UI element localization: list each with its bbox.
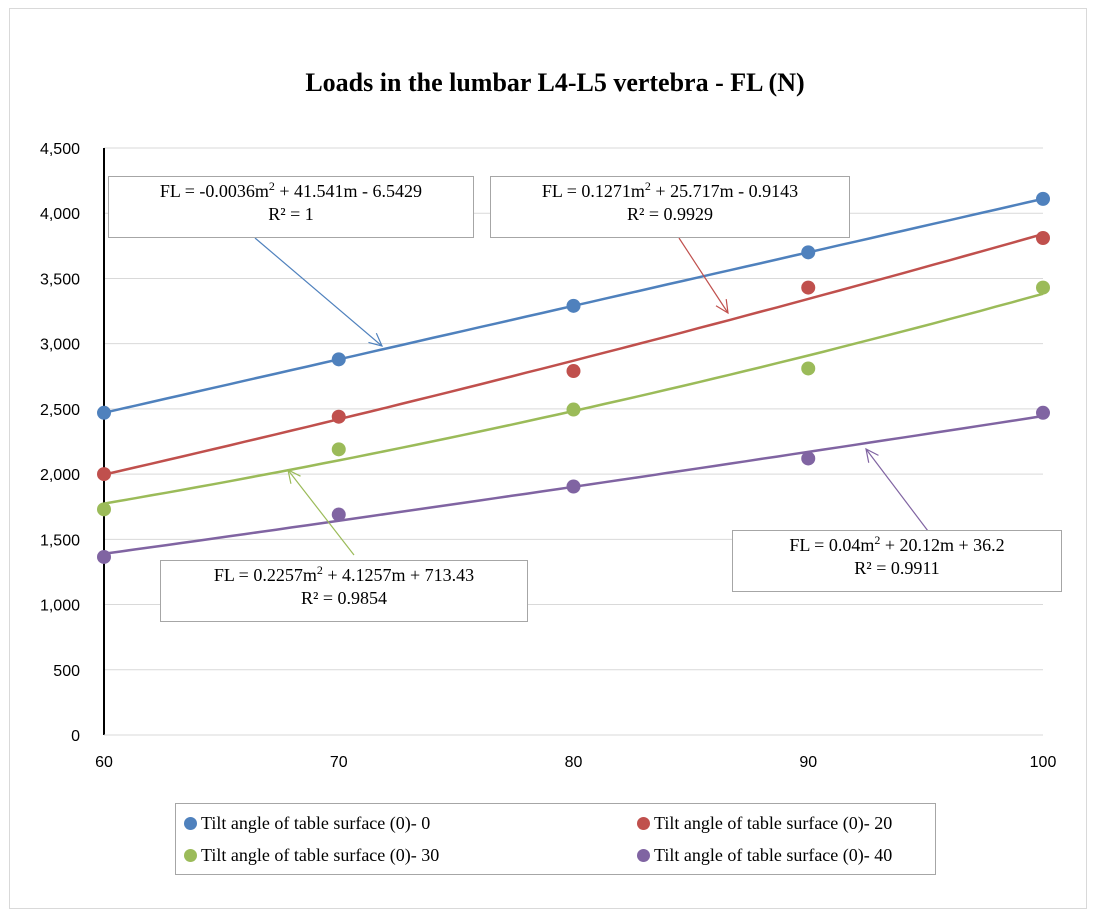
y-tick-label: 1,500 (40, 532, 80, 549)
y-tick-label: 0 (71, 728, 80, 745)
equation-box-series-3: FL = 0.04m2 + 20.12m + 36.2 R² = 0.9911 (732, 530, 1062, 592)
equation-rhs: + 25.717m - 0.9143 (650, 181, 799, 201)
legend-label: Tilt angle of table surface (0)- 30 (201, 845, 440, 865)
callout-arrow-line (254, 237, 383, 347)
legend-marker-icon (637, 817, 650, 830)
x-tick-label: 60 (95, 754, 113, 771)
data-point-series-3 (801, 451, 816, 466)
legend-marker-icon (184, 817, 197, 830)
data-point-series-2 (97, 502, 111, 517)
data-point-series-1 (97, 467, 111, 482)
data-point-series-1 (566, 364, 581, 379)
data-point-series-3 (566, 479, 581, 494)
equation-r2: R² = 0.9854 (300, 588, 388, 608)
legend-marker-icon (184, 849, 197, 862)
trendline-series-1 (103, 232, 1044, 476)
legend-item-series-3[interactable]: Tilt angle of table surface (0)- 40 (637, 845, 892, 866)
callout-arrow-icon (865, 447, 879, 463)
data-point-series-3 (97, 549, 111, 564)
equation-box-series-1: FL = 0.1271m2 + 25.717m - 0.9143 R² = 0.… (490, 176, 850, 238)
callout-arrow-icon (368, 332, 384, 347)
equation-rhs: + 41.541m - 6.5429 (274, 181, 423, 201)
legend-item-series-1[interactable]: Tilt angle of table surface (0)- 20 (637, 813, 892, 834)
equation-r2: R² = 0.9929 (626, 204, 714, 224)
equation-box-series-2: FL = 0.2257m2 + 4.1257m + 713.43 R² = 0.… (160, 560, 528, 622)
x-tick-label: 90 (799, 754, 817, 771)
callout-arrow-icon (715, 299, 729, 315)
x-tick-label: 70 (330, 754, 348, 771)
data-point-series-0 (801, 245, 816, 260)
equation-exponent: 2 (644, 179, 651, 193)
y-tick-label: 1,000 (40, 598, 80, 615)
data-point-series-1 (801, 280, 816, 295)
x-tick-label: 80 (565, 754, 583, 771)
data-point-series-0 (331, 352, 346, 367)
data-point-series-2 (801, 361, 816, 376)
data-point-series-1 (1036, 231, 1050, 246)
y-tick-label: 4,500 (40, 141, 80, 158)
equation-r2: R² = 0.9911 (854, 558, 940, 578)
equation-lhs: FL = 0.04m (789, 535, 875, 555)
equation-rhs: + 20.12m + 36.2 (880, 535, 1005, 555)
legend-label: Tilt angle of table surface (0)- 0 (201, 813, 431, 833)
data-point-series-2 (331, 442, 346, 457)
y-tick-label: 3,000 (40, 337, 80, 354)
callout-arrow-line (287, 469, 355, 556)
data-point-series-2 (1036, 280, 1050, 295)
y-tick-label: 2,500 (40, 402, 80, 419)
equation-exponent: 2 (874, 533, 881, 547)
data-point-series-1 (331, 409, 346, 424)
equation-exponent: 2 (316, 563, 323, 577)
trendline-series-2 (103, 292, 1044, 505)
data-point-series-2 (566, 402, 581, 417)
equation-r2: R² = 1 (268, 204, 314, 224)
legend-label: Tilt angle of table surface (0)- 40 (654, 845, 893, 865)
chart-frame (9, 8, 1087, 909)
equation-lhs: FL = -0.0036m (159, 181, 269, 201)
legend-label: Tilt angle of table surface (0)- 20 (654, 813, 893, 833)
data-point-series-3 (331, 507, 346, 522)
y-tick-label: 2,000 (40, 467, 80, 484)
callout-arrow-icon (287, 468, 301, 484)
x-tick-label: 100 (1030, 754, 1057, 771)
equation-lhs: FL = 0.2257m (213, 565, 317, 585)
legend-marker-icon (637, 849, 650, 862)
y-tick-label: 500 (53, 663, 80, 680)
callout-arrow-line (678, 237, 729, 314)
y-tick-label: 3,500 (40, 271, 80, 288)
equation-exponent: 2 (268, 179, 275, 193)
equation-rhs: + 4.1257m + 713.43 (322, 565, 475, 585)
callout-arrow-line (865, 448, 929, 532)
equation-box-series-0: FL = -0.0036m2 + 41.541m - 6.5429 R² = 1 (108, 176, 474, 238)
chart-title: Loads in the lumbar L4-L5 vertebra - FL … (305, 68, 805, 97)
legend-item-series-2[interactable]: Tilt angle of table surface (0)- 30 (184, 845, 439, 866)
legend-item-series-0[interactable]: Tilt angle of table surface (0)- 0 (184, 813, 430, 834)
equation-lhs: FL = 0.1271m (541, 181, 645, 201)
legend: Tilt angle of table surface (0)- 0 Tilt … (175, 803, 936, 875)
data-point-series-0 (1036, 191, 1050, 206)
y-tick-label: 4,000 (40, 206, 80, 223)
data-point-series-3 (1036, 405, 1050, 420)
data-point-series-0 (97, 405, 111, 420)
data-point-series-0 (566, 298, 581, 313)
